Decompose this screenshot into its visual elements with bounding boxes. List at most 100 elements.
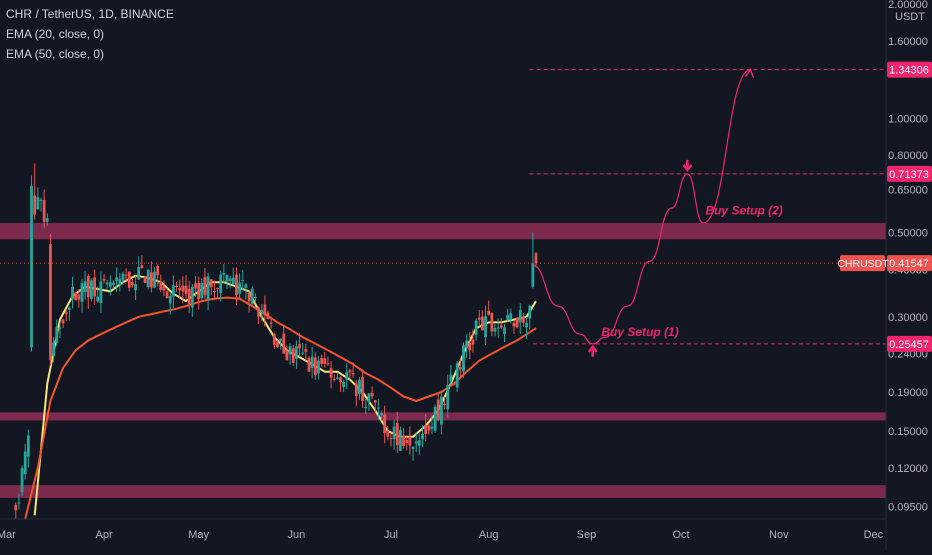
candle-body	[23, 451, 27, 474]
candle-body	[216, 287, 219, 289]
price-tick-label: 0.09500	[888, 501, 928, 513]
ema-50-line[interactable]	[24, 296, 537, 520]
candle-body	[112, 282, 115, 285]
candle-body	[39, 199, 43, 201]
candle-body	[86, 275, 90, 298]
candle-body	[518, 309, 522, 323]
candle-body	[14, 504, 18, 511]
buy-setup-2-label[interactable]: Buy Setup (2)	[705, 204, 782, 218]
candle-body	[436, 399, 440, 420]
time-tick-label: Aug	[479, 529, 499, 541]
candle-body	[269, 322, 273, 324]
candle-body	[90, 280, 93, 300]
chart-legend: CHR / TetherUS, 1D, BINANCE EMA (20, clo…	[6, 4, 174, 64]
candle-body	[376, 407, 380, 409]
candle-body	[61, 319, 65, 324]
time-tick-label: Nov	[769, 529, 789, 541]
candle-body	[490, 313, 494, 332]
ema-20-legend[interactable]: EMA (20, close, 0)	[6, 27, 105, 41]
candle-body	[421, 433, 424, 440]
candle-body	[440, 396, 443, 425]
candle-body	[250, 288, 254, 305]
candle-body	[276, 341, 279, 348]
candle-body	[238, 282, 242, 294]
candle-body	[465, 340, 469, 348]
candle-body	[266, 312, 270, 319]
candle-body	[36, 197, 40, 210]
time-axis[interactable]: Mar Apr May Jun Jul Aug Sep Oct Nov Dec	[0, 518, 886, 541]
candle-body	[134, 284, 137, 291]
candle-body	[446, 384, 450, 410]
buy-setup-2-arrow-icon-head	[682, 164, 693, 172]
price-tick-label: 2.00000	[888, 0, 928, 11]
candle-body	[515, 317, 519, 328]
price-tick-label: 1.60000	[888, 36, 928, 48]
target-price-badge[interactable]	[887, 165, 932, 182]
target-price-badge[interactable]	[887, 61, 932, 78]
price-badge-text: 0.25457	[889, 339, 929, 351]
candle-body	[213, 291, 216, 293]
time-tick-label: Sep	[577, 529, 597, 541]
candle-body	[26, 435, 30, 457]
candle-body	[127, 271, 131, 288]
projection-drawing[interactable]: Buy Setup (1) Buy Setup (2)	[529, 68, 886, 357]
candle-body	[326, 363, 330, 365]
symbol-title[interactable]: CHR / TetherUS, 1D, BINANCE	[6, 7, 174, 21]
candle-body	[228, 278, 232, 282]
price-badge-text: 1.34306	[889, 65, 929, 77]
candle-body	[190, 286, 194, 308]
candle-body	[184, 285, 188, 295]
candle-body	[162, 286, 166, 291]
candle-body	[33, 195, 37, 215]
symbol-badge[interactable]	[840, 255, 885, 272]
candle-body	[294, 346, 298, 359]
candle-body	[399, 429, 402, 451]
candle-body	[389, 437, 393, 439]
candle-body	[247, 292, 251, 302]
candle-body	[159, 281, 163, 290]
candle-body	[528, 305, 532, 319]
candle-body	[373, 400, 377, 403]
candle-body	[411, 446, 415, 450]
candle-body	[298, 344, 301, 349]
candle-body	[181, 285, 185, 292]
candle-body	[285, 350, 289, 361]
target-arrowhead-icon	[744, 68, 755, 78]
candle-body	[477, 317, 481, 320]
price-zone	[0, 222, 886, 240]
candle-body	[351, 373, 355, 375]
candle-body	[49, 244, 52, 361]
candle-body	[197, 282, 201, 300]
ema-50-legend[interactable]: EMA (50, close, 0)	[6, 47, 105, 61]
candle-body	[449, 374, 453, 382]
candle-body	[367, 393, 371, 403]
time-tick-label: Oct	[672, 529, 689, 541]
candle-body	[348, 370, 352, 373]
ema-20-line[interactable]	[33, 274, 537, 516]
candle-body	[74, 292, 78, 301]
candle-body	[392, 426, 396, 440]
candle-body	[260, 309, 264, 313]
price-axis[interactable]: 1.600001.000000.800000.650000.500000.400…	[837, 0, 932, 550]
candle-body	[525, 322, 528, 328]
buy-setup-1-label[interactable]: Buy Setup (1)	[601, 325, 678, 339]
time-tick-label: Jun	[288, 529, 306, 541]
candle-body	[531, 263, 535, 287]
candle-body	[187, 288, 191, 305]
candle-body	[509, 313, 513, 320]
candle-body	[93, 277, 96, 297]
last-price-badge[interactable]	[887, 255, 932, 272]
price-zone	[0, 412, 886, 421]
buy-setup-1-arrow-icon-head	[587, 344, 598, 353]
candle-body	[458, 367, 462, 370]
target-price-badge[interactable]	[887, 335, 932, 352]
candle-body	[55, 327, 59, 343]
projection-path[interactable]	[532, 69, 751, 345]
candle-body	[45, 218, 49, 222]
candle-body	[30, 185, 33, 348]
candle-body	[414, 441, 418, 444]
candle-body	[408, 436, 412, 446]
candle-body	[313, 357, 317, 376]
